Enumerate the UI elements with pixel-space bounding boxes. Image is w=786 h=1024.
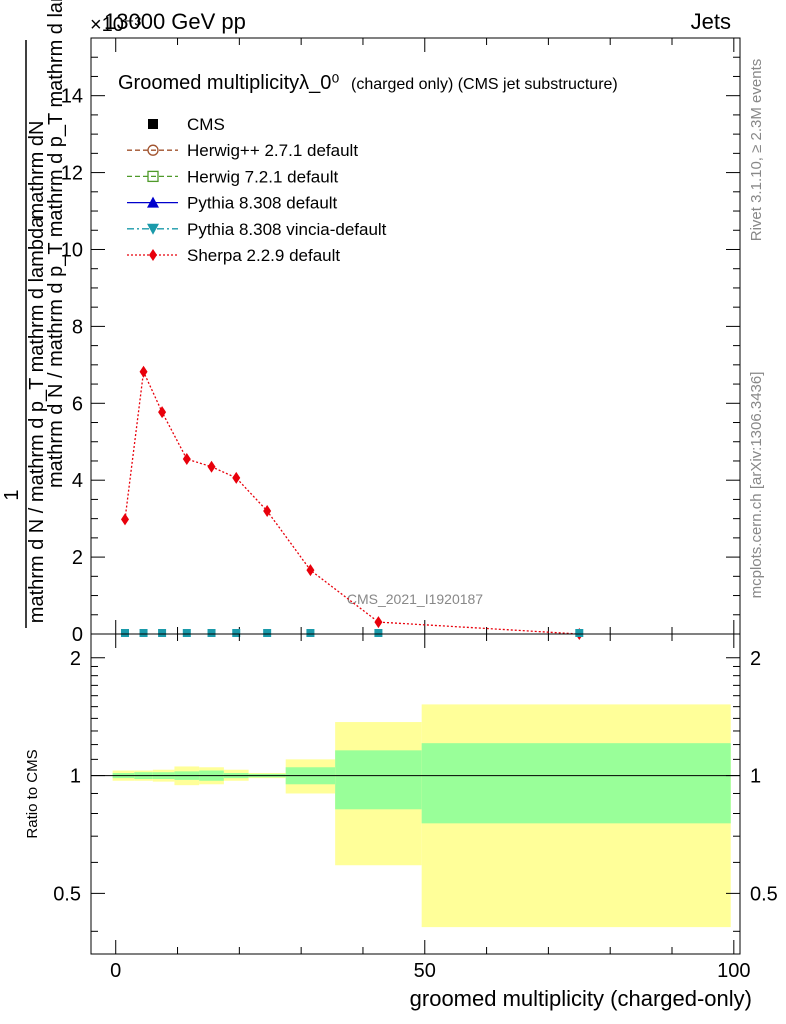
- main-y-axis-label: 1 mathrm dN mathrm d N / mathrm d p_T ma…: [1, 0, 67, 628]
- ratio-panel-frame: [90, 633, 741, 955]
- ratio-x-ticks: 0 50 100: [110, 634, 751, 982]
- data-point-sherpa: [306, 564, 315, 577]
- legend-entry-label: Pythia 8.308 vincia-default: [187, 220, 387, 239]
- mcplots-label: mcplots.cern.ch [arXiv:1306.3436]: [748, 372, 765, 599]
- data-point-reference: [182, 629, 191, 637]
- series-line-sherpa: [124, 369, 580, 635]
- data-point-sherpa: [139, 365, 148, 378]
- ratio-y-tick-label-right: 1: [750, 766, 761, 788]
- legend-entry-label: Herwig++ 2.7.1 default: [187, 141, 358, 160]
- legend-marker: [149, 249, 157, 261]
- legend-marker: [147, 144, 159, 156]
- ratio-y-tick-label: 0.5: [53, 883, 81, 905]
- ratio-panel: 0.5 0.5 1 1 2 2 0 50 100 Ratio to CMS groomed m…: [24, 633, 778, 1011]
- watermark: CMS_2021_I1920187: [347, 591, 483, 607]
- y-tick-label: 0: [72, 624, 83, 646]
- data-point-sherpa: [182, 453, 191, 466]
- legend-marker: [147, 196, 159, 208]
- legend-entry-label: Sherpa 2.2.9 default: [187, 246, 340, 265]
- ratio-y-tick-label: 2: [70, 648, 81, 670]
- ratio-y-tick-label-right: 2: [750, 648, 761, 670]
- y-tick-label: 8: [72, 316, 83, 338]
- process-label: Jets: [691, 9, 731, 34]
- main-series: [120, 365, 584, 640]
- data-point-reference: [207, 629, 216, 637]
- chart-title: Groomed multiplicityλ_0⁰ (charged only) …: [118, 72, 618, 94]
- chart-title-main: Groomed multiplicityλ_0⁰: [118, 72, 339, 94]
- y-tick-label: 14: [61, 86, 83, 108]
- legend-marker: [147, 170, 159, 183]
- data-point-sherpa: [120, 513, 129, 526]
- ratio-y-ticks: 0.5 0.5 1 1 2 2: [53, 648, 778, 932]
- y-exponent-label: ×10⁻³: [90, 14, 141, 36]
- ratio-inner-band: [335, 750, 422, 810]
- data-point-reference: [139, 629, 148, 637]
- legend-entry-label: Pythia 8.308 default: [187, 194, 338, 213]
- y-tick-label: 2: [72, 547, 83, 569]
- energy-label: 13000 GeV pp: [104, 9, 246, 34]
- y-tick-label: 4: [72, 470, 83, 492]
- data-point-reference: [575, 629, 584, 637]
- data-point-reference: [306, 629, 315, 637]
- x-tick-label: 50: [414, 960, 436, 982]
- data-point-sherpa: [232, 471, 241, 484]
- data-point-sherpa: [374, 616, 383, 629]
- y-label-denominator-2: mathrm d N / mathrm d p_T mathrm d p_T m…: [45, 0, 67, 488]
- data-point-sherpa: [207, 460, 216, 473]
- data-point-reference: [158, 629, 167, 637]
- data-point-sherpa: [263, 504, 272, 517]
- legend-marker: [147, 223, 159, 235]
- main-y-ticks: 0 2 4 6 8 10 12 14: [61, 37, 740, 646]
- legend-marker: [148, 119, 158, 129]
- ratio-y-tick-label-right: 0.5: [750, 883, 778, 905]
- y-label-denominator: mathrm d N / mathrm d p_T mathrm d lambd…: [26, 216, 48, 623]
- legend: CMS Herwig++ 2.7.1 default Herwig 7.2.1 de…: [127, 115, 387, 265]
- data-point-reference: [374, 629, 383, 637]
- rivet-label: Rivet 3.1.10, ≥ 2.3M events: [748, 59, 765, 242]
- data-point-reference: [232, 629, 241, 637]
- data-point-sherpa: [158, 406, 167, 419]
- x-tick-label: 0: [110, 960, 121, 982]
- main-x-ticks: [115, 38, 735, 634]
- y-label-numerator: 1: [1, 489, 23, 500]
- y-tick-label: 6: [72, 393, 83, 415]
- main-panel: 0 2 4 6 8 10 12 14 CMS_2021_I1920187 Groomed mu…: [1, 0, 741, 646]
- x-axis-label: groomed multiplicity (charged-only): [410, 986, 752, 1011]
- x-tick-label: 100: [717, 960, 750, 982]
- y-tick-label: 10: [61, 239, 83, 261]
- y-tick-label: 12: [61, 163, 83, 185]
- ratio-bands: [112, 704, 731, 928]
- ratio-y-tick-label: 1: [70, 766, 81, 788]
- data-point-reference: [263, 629, 272, 637]
- data-point-reference: [120, 629, 129, 637]
- ratio-y-label: Ratio to CMS: [24, 749, 41, 838]
- legend-entry-label: CMS: [187, 115, 225, 134]
- legend-entry-label: Herwig 7.2.1 default: [187, 167, 338, 186]
- chart-title-suffix: (charged only) (CMS jet substructure): [351, 76, 618, 93]
- ratio-inner-band: [421, 743, 731, 824]
- y-label-numerator-sub: mathrm dN: [26, 121, 48, 220]
